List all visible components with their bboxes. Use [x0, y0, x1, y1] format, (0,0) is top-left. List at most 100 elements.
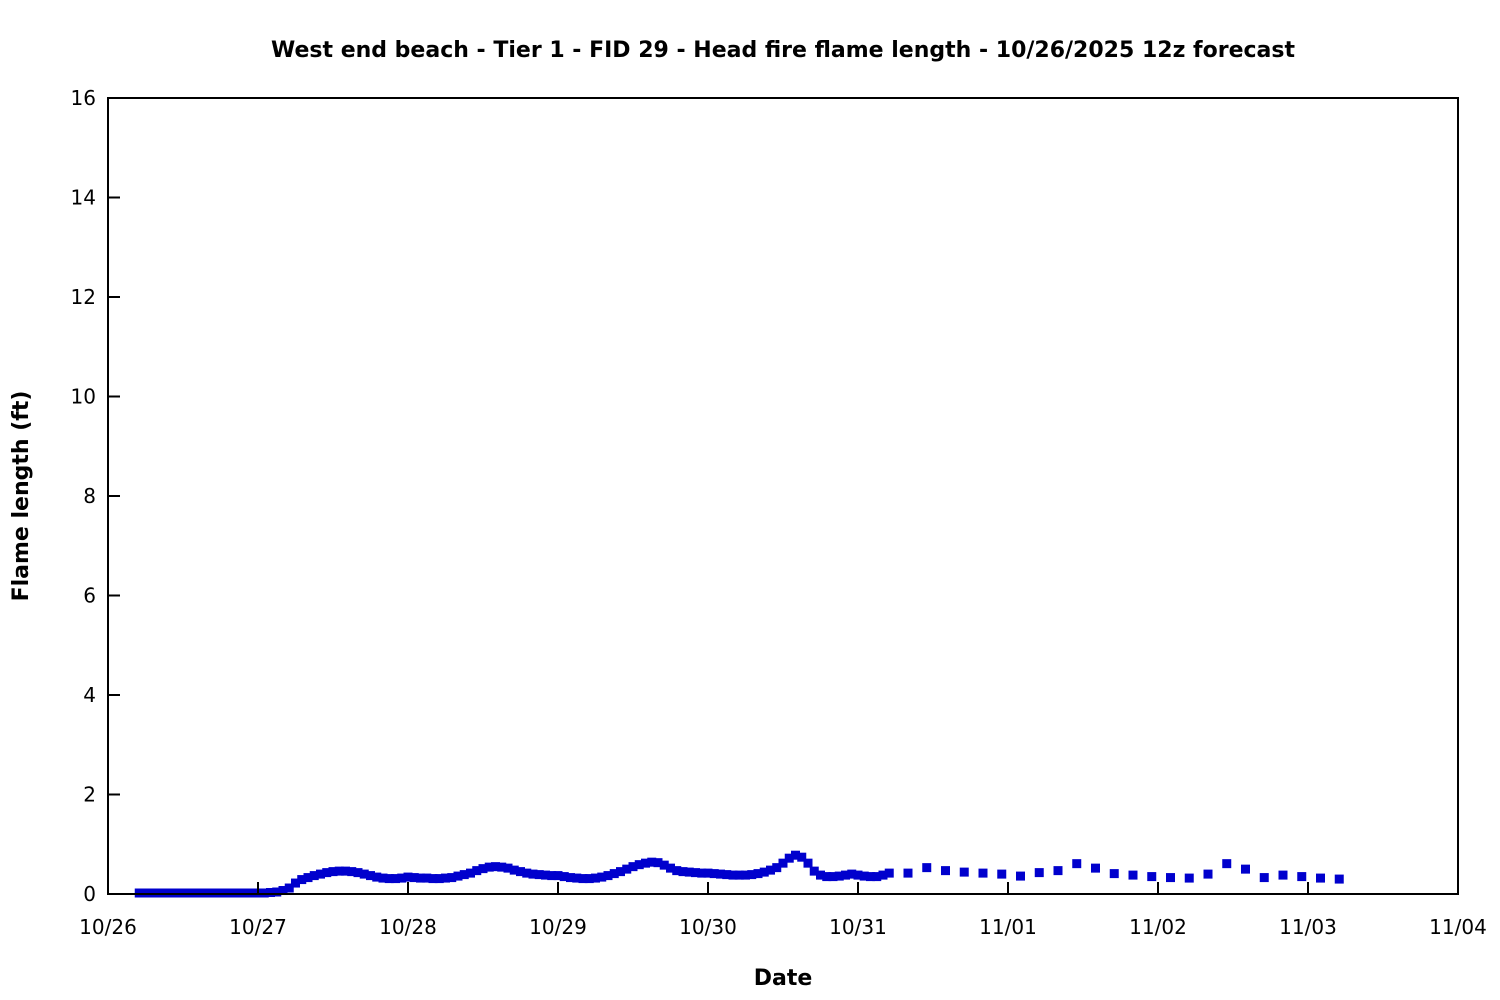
- x-tick-label: 11/02: [1129, 915, 1187, 939]
- data-point: [303, 873, 313, 883]
- data-point: [941, 866, 950, 876]
- data-point: [397, 873, 407, 883]
- data-point: [472, 866, 482, 876]
- y-tick-label: 0: [83, 882, 96, 906]
- data-point: [603, 871, 613, 881]
- data-point: [791, 850, 800, 860]
- data-point: [834, 871, 844, 881]
- data-point: [316, 869, 325, 879]
- data-point: [684, 867, 694, 877]
- data-point: [591, 873, 600, 883]
- data-point: [997, 869, 1007, 879]
- data-point: [653, 858, 663, 868]
- data-point: [416, 873, 425, 883]
- y-tick-label: 14: [71, 186, 96, 210]
- data-point: [478, 864, 488, 874]
- data-point: [447, 873, 457, 883]
- data-point: [566, 873, 575, 883]
- data-point: [784, 853, 794, 863]
- y-tick-label: 12: [71, 285, 96, 309]
- data-point: [847, 869, 857, 879]
- data-point: [1109, 869, 1119, 879]
- data-point: [866, 872, 875, 882]
- data-point: [734, 870, 744, 880]
- data-point: [322, 868, 332, 878]
- x-tick-label: 10/29: [529, 915, 587, 939]
- data-point: [434, 874, 444, 884]
- data-point: [672, 866, 682, 876]
- data-point: [922, 863, 932, 873]
- data-point: [678, 867, 688, 877]
- data-point: [453, 871, 463, 881]
- data-point: [641, 858, 650, 868]
- data-point: [816, 870, 825, 880]
- x-tick-label: 10/26: [79, 915, 137, 939]
- x-tick-label: 11/01: [979, 915, 1037, 939]
- data-point: [359, 869, 369, 879]
- data-point: [803, 858, 813, 868]
- y-axis-label: Flame length (ft): [9, 391, 34, 602]
- y-tick-label: 10: [71, 385, 96, 409]
- data-point: [1166, 873, 1175, 883]
- chart-title: West end beach - Tier 1 - FID 29 - Head …: [271, 38, 1295, 63]
- data-point: [753, 869, 763, 879]
- data-point: [278, 886, 288, 896]
- data-point: [722, 870, 732, 880]
- data-point: [491, 862, 500, 872]
- data-point: [778, 858, 788, 868]
- data-point: [1316, 873, 1325, 883]
- data-point: [309, 871, 319, 881]
- data-point: [747, 870, 757, 880]
- data-point: [597, 872, 607, 882]
- data-point: [634, 860, 644, 870]
- y-tick-label: 16: [71, 86, 96, 110]
- data-point: [841, 870, 850, 880]
- data-point: [1053, 866, 1063, 876]
- data-point: [347, 867, 357, 877]
- data-point: [384, 874, 394, 884]
- data-point: [828, 872, 838, 882]
- data-point: [553, 871, 563, 881]
- data-point: [291, 878, 300, 888]
- x-tick-label: 10/28: [379, 915, 437, 939]
- data-point: [1184, 873, 1194, 883]
- data-point: [903, 868, 913, 878]
- data-point: [422, 873, 432, 883]
- data-point: [647, 857, 657, 867]
- data-point: [528, 869, 538, 879]
- x-tick-label: 10/31: [829, 915, 887, 939]
- data-point: [884, 868, 894, 878]
- data-point: [484, 862, 494, 872]
- plot-area: 0 2 4 6 8 10 12 14 16 10/26 10/27 10/28 10/29 10/30 10…: [71, 86, 1487, 939]
- data-point: [353, 868, 363, 878]
- data-point: [1128, 870, 1138, 880]
- data-point: [1091, 863, 1100, 873]
- data-point: [503, 863, 513, 873]
- data-point: [1278, 870, 1288, 880]
- data-point: [872, 872, 882, 882]
- data-point: [1147, 872, 1157, 882]
- data-point: [616, 867, 625, 877]
- x-tick-label: 10/27: [229, 915, 287, 939]
- data-point: [1297, 872, 1307, 882]
- data-point: [1034, 868, 1044, 878]
- data-point: [609, 869, 619, 879]
- y-tick-label: 4: [83, 683, 96, 707]
- y-tick-label: 6: [83, 584, 96, 608]
- x-axis-label: Date: [754, 966, 813, 991]
- data-point: [822, 872, 832, 882]
- data-point: [878, 870, 888, 880]
- data-point: [547, 871, 557, 881]
- data-point: [466, 868, 475, 878]
- data-point: [859, 871, 869, 881]
- data-point: [1222, 859, 1232, 869]
- data-point: [378, 873, 388, 883]
- data-point: [709, 869, 719, 879]
- plot-border: [107, 97, 1459, 895]
- data-point: [391, 874, 400, 884]
- data-point: [516, 867, 525, 877]
- data-point: [459, 870, 469, 880]
- data-point: [559, 872, 569, 882]
